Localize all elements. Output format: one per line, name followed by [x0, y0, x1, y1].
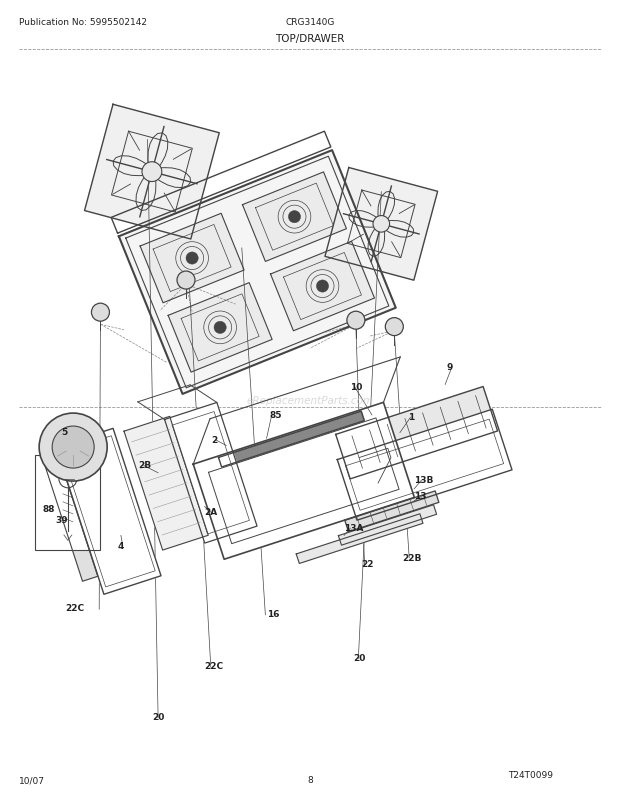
Text: 22C: 22C — [65, 603, 84, 613]
Circle shape — [186, 253, 198, 265]
Circle shape — [347, 312, 365, 330]
Text: 2: 2 — [211, 435, 217, 444]
Text: 20: 20 — [353, 653, 366, 662]
Text: 13A: 13A — [344, 523, 363, 533]
Circle shape — [91, 304, 110, 322]
Polygon shape — [345, 492, 439, 532]
Polygon shape — [140, 214, 244, 303]
Polygon shape — [270, 242, 374, 331]
Text: 85: 85 — [270, 411, 282, 420]
Polygon shape — [242, 172, 347, 262]
Text: 1: 1 — [408, 412, 414, 422]
Polygon shape — [325, 168, 438, 281]
Text: 13: 13 — [414, 491, 427, 500]
Ellipse shape — [39, 414, 107, 481]
Text: 13B: 13B — [414, 475, 433, 484]
Text: 5: 5 — [61, 427, 67, 436]
Text: 88: 88 — [42, 504, 55, 514]
Polygon shape — [119, 151, 396, 395]
Text: 22: 22 — [361, 559, 373, 569]
Text: 16: 16 — [267, 609, 279, 618]
Text: 8: 8 — [307, 776, 313, 784]
Text: 22B: 22B — [402, 553, 421, 562]
Circle shape — [316, 281, 329, 293]
Polygon shape — [124, 417, 208, 550]
Text: 10/07: 10/07 — [19, 776, 45, 784]
Text: 39: 39 — [56, 515, 68, 525]
Text: 9: 9 — [446, 363, 453, 372]
Circle shape — [177, 272, 195, 290]
Ellipse shape — [52, 427, 94, 468]
Text: CRG3140G: CRG3140G — [285, 18, 335, 26]
Polygon shape — [42, 453, 98, 581]
Circle shape — [385, 318, 404, 336]
Polygon shape — [168, 283, 272, 373]
Circle shape — [373, 217, 389, 233]
Text: 10: 10 — [350, 382, 363, 391]
Circle shape — [288, 211, 301, 224]
Text: 22C: 22C — [205, 661, 224, 670]
Polygon shape — [339, 505, 436, 545]
Circle shape — [142, 163, 162, 182]
Polygon shape — [335, 387, 498, 480]
Polygon shape — [193, 403, 414, 560]
Text: eReplacementParts.com: eReplacementParts.com — [246, 396, 374, 406]
Polygon shape — [84, 105, 219, 240]
Polygon shape — [337, 410, 512, 520]
Bar — [35, 456, 100, 550]
Text: 4: 4 — [118, 541, 124, 550]
Polygon shape — [164, 403, 257, 544]
Circle shape — [214, 322, 226, 334]
Polygon shape — [56, 429, 161, 594]
Text: 2B: 2B — [138, 460, 151, 470]
Text: T24T0099: T24T0099 — [508, 770, 554, 779]
Text: TOP/DRAWER: TOP/DRAWER — [275, 34, 345, 43]
Text: Publication No: 5995502142: Publication No: 5995502142 — [19, 18, 146, 26]
Text: 20: 20 — [152, 711, 164, 721]
Text: 2A: 2A — [205, 507, 218, 516]
Polygon shape — [296, 514, 423, 564]
Polygon shape — [218, 411, 365, 468]
